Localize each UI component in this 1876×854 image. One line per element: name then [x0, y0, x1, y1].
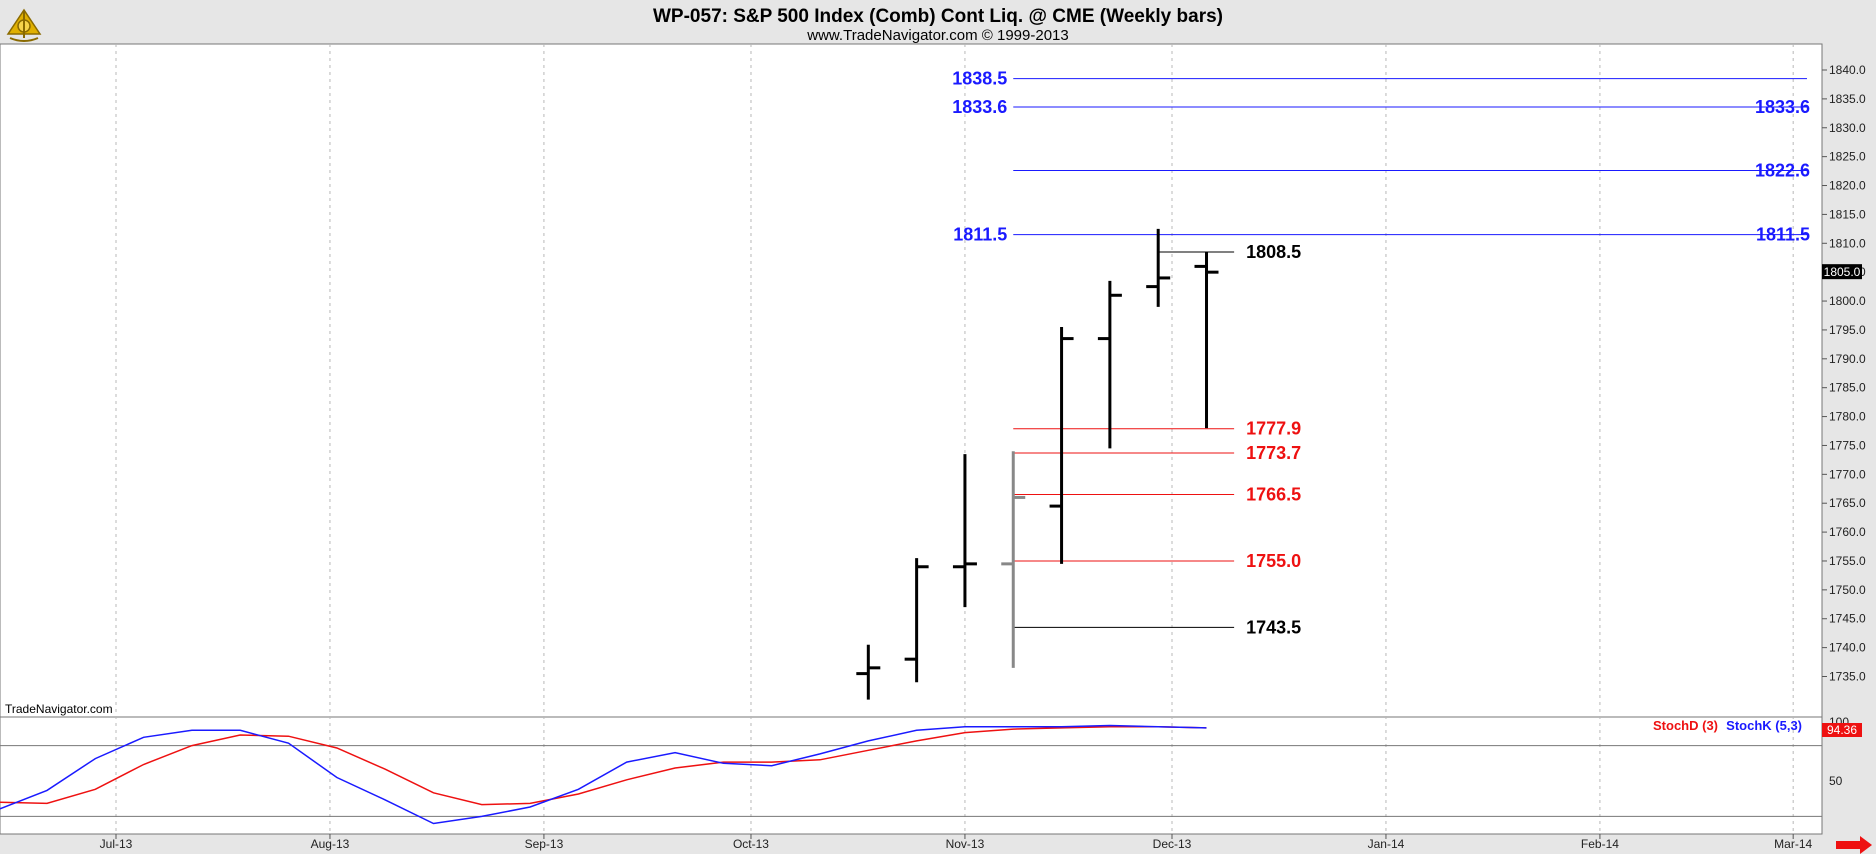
- price-tick-label: 1795.0: [1829, 323, 1866, 337]
- red-right-arrow-icon[interactable]: [1836, 836, 1872, 854]
- price-tick-label: 1835.0: [1829, 92, 1866, 106]
- ohlc-bar: [856, 644, 881, 700]
- price-level-label: 1811.5: [953, 225, 1007, 245]
- price-tick-label: 1825.0: [1829, 150, 1866, 164]
- chart-subtitle: www.TradeNavigator.com © 1999-2013: [806, 27, 1068, 44]
- price-tick-label: 1820.0: [1829, 179, 1866, 193]
- ohlc-bar: [1146, 228, 1171, 307]
- price-level-label: 1808.5: [1246, 242, 1301, 262]
- price-tick-label: 1785.0: [1829, 381, 1866, 395]
- date-tick-label: Jan-14: [1368, 837, 1405, 851]
- price-level-label: 1838.5: [952, 69, 1007, 89]
- ohlc-bars: [856, 228, 1219, 700]
- stoch-k-legend: StochK (5,3): [1726, 718, 1802, 733]
- price-level-label: 1833.6: [1755, 97, 1810, 117]
- price-level-label: 1773.7: [1246, 443, 1301, 463]
- date-tick-label: Dec-13: [1153, 837, 1192, 851]
- price-axis-panel: [1822, 44, 1876, 834]
- date-tick-label: Feb-14: [1581, 837, 1619, 851]
- price-levels: 1838.5 1833.6 1833.6 1822.6 1811.5 1811.5 1808…: [952, 69, 1810, 638]
- price-tick-label: 1815.0: [1829, 207, 1866, 221]
- price-level-label: 1766.5: [1246, 485, 1301, 505]
- price-level-label: 1755.0: [1246, 551, 1301, 571]
- date-axis-panel: [0, 834, 1876, 854]
- ohlc-bar: [1194, 251, 1219, 429]
- date-tick-label: Oct-13: [733, 837, 769, 851]
- stochastic-panel: [0, 716, 1823, 835]
- stoch-d-line: [0, 725, 1207, 806]
- ohlc-bar: [1049, 327, 1074, 564]
- date-axis: Jul-13 Aug-13 Sep-13 Oct-13 Nov-13 Dec-13 Jan-…: [100, 834, 1813, 851]
- price-tick-label: 1740.0: [1829, 641, 1866, 655]
- stoch-last-badge: 94.36: [1822, 723, 1862, 737]
- price-tick-label: 1800.0: [1829, 294, 1866, 308]
- price-tick-label: 1760.0: [1829, 525, 1866, 539]
- stoch-k-line: [0, 724, 1207, 825]
- date-tick-label: Nov-13: [946, 837, 985, 851]
- watermark: TradeNavigator.com: [5, 702, 113, 716]
- price-tick-label: 1765.0: [1829, 496, 1866, 510]
- price-tick-label: 1735.0: [1829, 670, 1866, 684]
- price-tick-label: 1840.0: [1829, 63, 1866, 77]
- stoch-d-legend: StochD (3): [1653, 718, 1718, 733]
- price-tick-label: 1775.0: [1829, 438, 1866, 452]
- price-level-label: 1833.6: [952, 97, 1007, 117]
- price-tick-label: 1790.0: [1829, 352, 1866, 366]
- ohlc-bar: [904, 558, 929, 683]
- stoch-last-value: 94.36: [1827, 723, 1857, 737]
- price-level-label: 1743.5: [1246, 617, 1301, 637]
- price-tick-label: 1755.0: [1829, 554, 1866, 568]
- price-tick-label: 1780.0: [1829, 410, 1866, 424]
- ohlc-bar: [952, 454, 977, 608]
- price-panel: [0, 43, 1823, 718]
- date-tick-label: Jul-13: [100, 837, 133, 851]
- date-tick-label: Mar-14: [1774, 837, 1812, 851]
- price-tick-label: 1750.0: [1829, 583, 1866, 597]
- price-tick-label: 1810.0: [1829, 236, 1866, 250]
- price-level-label: 1777.9: [1246, 419, 1301, 439]
- price-level-label: 1811.5: [1756, 225, 1810, 245]
- price-tick-label: 1770.0: [1829, 467, 1866, 481]
- date-tick-label: Sep-13: [525, 837, 564, 851]
- chart-title: WP-057: S&P 500 Index (Comb) Cont Liq. @…: [653, 6, 1223, 27]
- date-tick-label: Aug-13: [311, 837, 350, 851]
- header-bar: [0, 0, 1876, 44]
- price-tick-label: 1830.0: [1829, 121, 1866, 135]
- price-tick-label: 1745.0: [1829, 612, 1866, 626]
- last-price-value: 1805.0: [1824, 265, 1861, 279]
- date-gridlines: [115, 44, 1794, 834]
- price-level-label: 1822.6: [1755, 161, 1810, 181]
- price-axis: 1735.0 1740.0 1745.0 1750.0 1755.0 1760.0 1765…: [1822, 63, 1866, 684]
- last-price-badge: 1805.0: [1822, 264, 1862, 280]
- ohlc-bar: [1001, 451, 1026, 668]
- ohlc-bar: [1097, 280, 1122, 449]
- stoch-tick-label: 50: [1829, 774, 1843, 788]
- trade-navigator-sextant-icon[interactable]: [6, 8, 42, 42]
